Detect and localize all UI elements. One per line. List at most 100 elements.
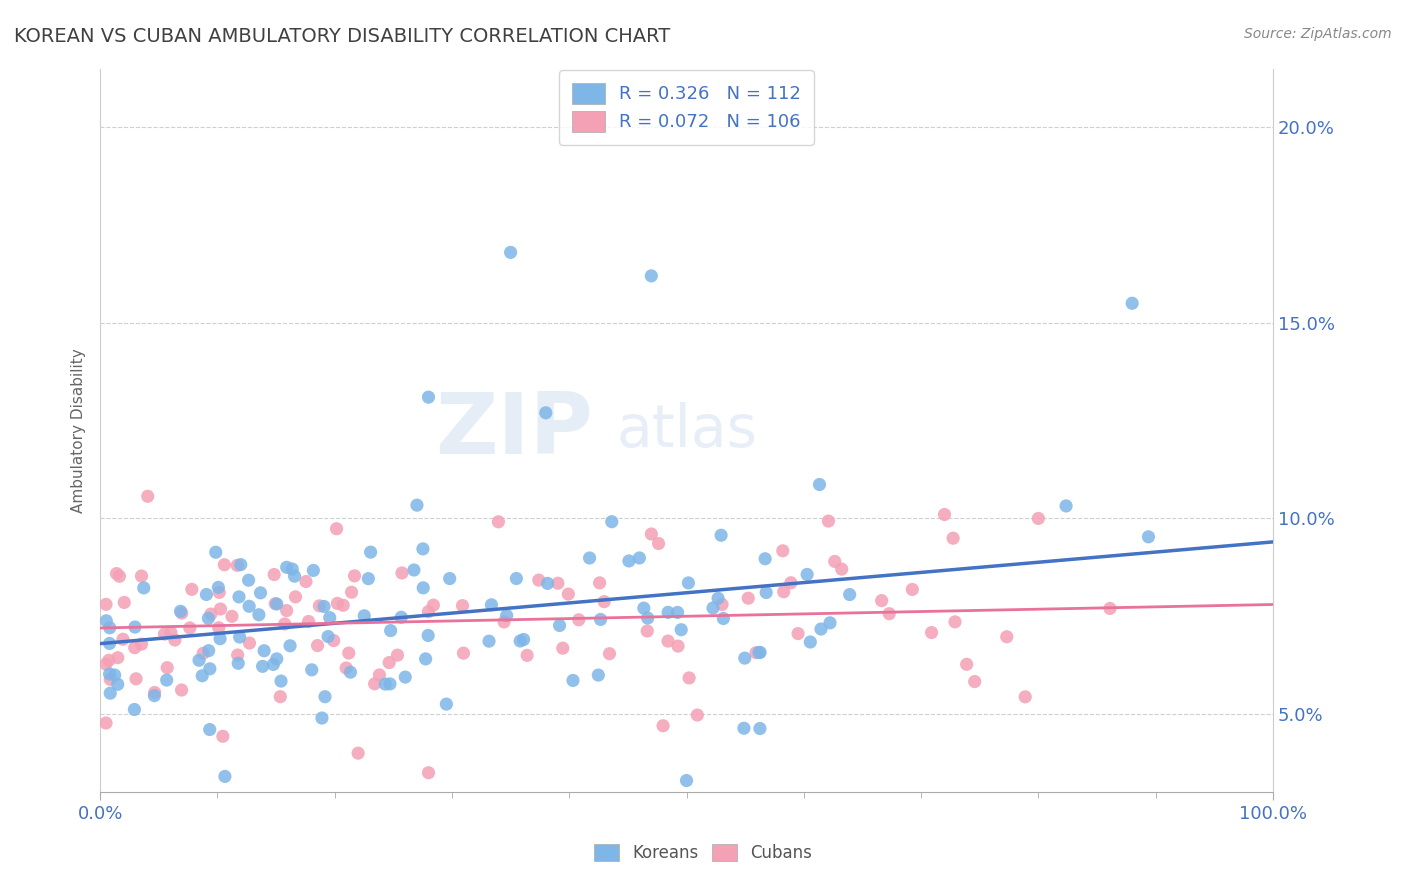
Point [191, 669, 214, 683]
Point [332, 599, 354, 613]
Point [143, 689, 166, 703]
Point [131, 569, 153, 583]
Point [995, 630, 1018, 644]
Point [578, 551, 600, 566]
Point [1137, 530, 1160, 544]
Point [105, 566, 128, 581]
Point [387, 648, 409, 662]
Point [380, 624, 402, 638]
Point [347, 746, 370, 760]
Point [617, 554, 640, 568]
Point [666, 639, 689, 653]
Point [170, 683, 193, 698]
Point [640, 527, 662, 541]
Point [921, 625, 943, 640]
Point [749, 645, 772, 659]
Point [934, 508, 956, 522]
Point [180, 582, 202, 597]
Point [198, 723, 221, 737]
Point [325, 522, 347, 536]
Point [394, 670, 416, 684]
Point [188, 653, 211, 667]
Point [107, 650, 129, 665]
Point [675, 773, 697, 788]
Point [198, 662, 221, 676]
Point [418, 765, 440, 780]
Point [494, 615, 516, 629]
Point [98, 621, 121, 635]
Point [197, 611, 219, 625]
Point [107, 677, 129, 691]
Point [702, 601, 724, 615]
Point [588, 668, 610, 682]
Point [499, 245, 522, 260]
Point [209, 602, 232, 616]
Point [787, 626, 810, 640]
Point [301, 663, 323, 677]
Point [536, 576, 558, 591]
Point [418, 628, 440, 642]
Point [276, 604, 298, 618]
Point [111, 632, 134, 647]
Point [640, 268, 662, 283]
Point [98, 673, 121, 687]
Point [283, 569, 305, 583]
Point [226, 657, 249, 671]
Point [412, 541, 434, 556]
Point [131, 637, 153, 651]
Point [238, 636, 260, 650]
Point [439, 572, 461, 586]
Point [810, 622, 832, 636]
Point [666, 606, 689, 620]
Point [340, 585, 363, 599]
Y-axis label: Ambulatory Disability: Ambulatory Disability [72, 348, 86, 513]
Point [509, 634, 531, 648]
Point [956, 657, 979, 672]
Point [253, 644, 276, 658]
Point [686, 708, 709, 723]
Point [94, 716, 117, 731]
Point [598, 647, 620, 661]
Point [322, 633, 344, 648]
Text: atlas: atlas [616, 402, 758, 458]
Point [796, 567, 818, 582]
Point [772, 584, 794, 599]
Point [1121, 296, 1143, 310]
Point [195, 587, 218, 601]
Point [108, 569, 131, 583]
Legend: R = 0.326   N = 112, R = 0.072   N = 106: R = 0.326 N = 112, R = 0.072 N = 106 [560, 70, 814, 145]
Point [353, 608, 375, 623]
Point [326, 596, 349, 610]
Point [415, 652, 437, 666]
Point [263, 567, 285, 582]
Point [143, 685, 166, 699]
Point [780, 575, 803, 590]
Point [284, 590, 307, 604]
Point [600, 515, 623, 529]
Point [817, 514, 839, 528]
Point [98, 686, 121, 700]
Point [252, 659, 274, 673]
Point [297, 615, 319, 629]
Point [228, 630, 250, 644]
Point [505, 572, 527, 586]
Point [412, 581, 434, 595]
Point [374, 677, 396, 691]
Point [314, 690, 336, 704]
Point [339, 665, 361, 680]
Point [269, 690, 291, 704]
Point [568, 613, 591, 627]
Point [772, 543, 794, 558]
Point [406, 498, 429, 512]
Text: KOREAN VS CUBAN AMBULATORY DISABILITY CORRELATION CHART: KOREAN VS CUBAN AMBULATORY DISABILITY CO… [14, 27, 671, 45]
Point [755, 585, 778, 599]
Point [169, 604, 191, 618]
Point [657, 634, 679, 648]
Point [124, 702, 146, 716]
Point [368, 668, 391, 682]
Point [208, 621, 231, 635]
Point [262, 657, 284, 672]
Point [238, 573, 260, 587]
Point [434, 697, 457, 711]
Point [838, 588, 860, 602]
